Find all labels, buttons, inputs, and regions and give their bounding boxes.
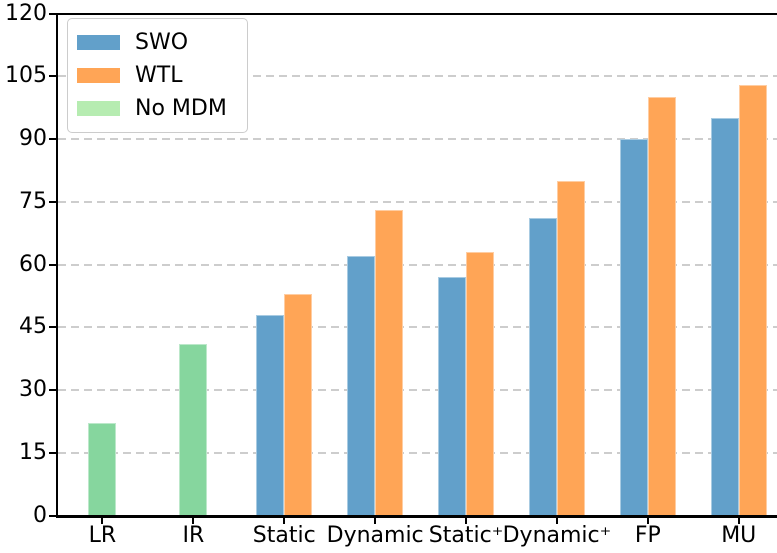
bar-swo-fp <box>619 139 648 516</box>
bar-no-mdm-lr <box>88 423 117 516</box>
ytick-mark-75 <box>49 200 56 203</box>
ytick-mark-105 <box>49 75 56 78</box>
gridline-y-75 <box>58 200 777 203</box>
axis-bottom-spine <box>56 515 777 518</box>
ytick-label-120: 120 <box>5 0 47 26</box>
ytick-mark-0 <box>49 514 56 517</box>
xtick-mark-static <box>283 517 286 524</box>
ytick-label-0: 0 <box>33 502 47 528</box>
xtick-label-static: Static <box>252 523 316 548</box>
gridline-y-15 <box>58 451 777 454</box>
bar-wtl-dynamic <box>556 180 585 516</box>
xtick-label-lr: LR <box>88 523 117 548</box>
xtick-label-dynamic: Dynamic <box>326 523 424 548</box>
xtick-label-ir: IR <box>182 523 205 548</box>
bar-no-mdm-ir <box>179 343 208 516</box>
ytick-label-15: 15 <box>19 439 47 465</box>
ytick-label-60: 60 <box>19 251 47 277</box>
bar-swo-static <box>438 277 467 516</box>
legend-row-wtl: WTL <box>77 59 227 92</box>
bar-swo-mu <box>710 118 739 516</box>
xtick-mark-lr <box>101 517 104 524</box>
axis-top-spine <box>56 13 777 15</box>
legend-label-no-mdm: No MDM <box>135 95 227 121</box>
legend-row-no-mdm: No MDM <box>77 92 227 125</box>
ytick-mark-30 <box>49 389 56 391</box>
ytick-label-105: 105 <box>5 63 47 89</box>
ytick-mark-15 <box>49 451 56 454</box>
ytick-label-90: 90 <box>19 126 47 151</box>
gridline-y-45 <box>58 326 777 329</box>
ytick-mark-120 <box>49 12 56 15</box>
ytick-label-45: 45 <box>19 314 47 340</box>
bar-wtl-static <box>466 251 495 516</box>
ytick-mark-90 <box>49 138 56 140</box>
gridline-y-30 <box>58 389 777 391</box>
xtick-label-fp: FP <box>634 523 661 548</box>
legend: SWO WTL No MDM <box>67 18 248 133</box>
xtick-mark-ir <box>192 517 195 524</box>
xtick-label-dynamic: Dynamic⁺ <box>502 523 612 548</box>
gridline-y-60 <box>58 263 777 266</box>
legend-label-swo: SWO <box>135 29 189 55</box>
bar-wtl-static <box>284 293 313 516</box>
legend-swatch-wtl <box>77 68 120 83</box>
xtick-mark-static <box>465 517 468 524</box>
legend-row-swo: SWO <box>77 26 227 59</box>
bar-swo-dynamic <box>347 256 376 516</box>
ytick-label-75: 75 <box>19 188 47 214</box>
bar-swo-static <box>256 314 285 516</box>
legend-swatch-swo <box>77 35 120 50</box>
gridline-y-105 <box>58 75 777 78</box>
xtick-mark-dynamic <box>374 517 377 524</box>
axis-left-spine <box>56 13 58 517</box>
gridline-y-90 <box>58 138 777 140</box>
bar-wtl-fp <box>647 97 676 516</box>
ytick-mark-60 <box>49 263 56 266</box>
ytick-label-30: 30 <box>19 377 47 402</box>
xtick-label-mu: MU <box>721 523 757 548</box>
bar-swo-dynamic <box>528 218 557 516</box>
legend-swatch-no-mdm <box>77 101 120 116</box>
xtick-mark-dynamic <box>555 517 558 524</box>
bar-wtl-mu <box>738 84 767 516</box>
xtick-label-static: Static⁺ <box>428 523 504 548</box>
xtick-mark-mu <box>737 517 740 524</box>
xtick-mark-fp <box>646 517 649 524</box>
bar-wtl-dynamic <box>375 210 404 516</box>
legend-label-wtl: WTL <box>135 62 183 88</box>
ytick-mark-45 <box>49 326 56 329</box>
